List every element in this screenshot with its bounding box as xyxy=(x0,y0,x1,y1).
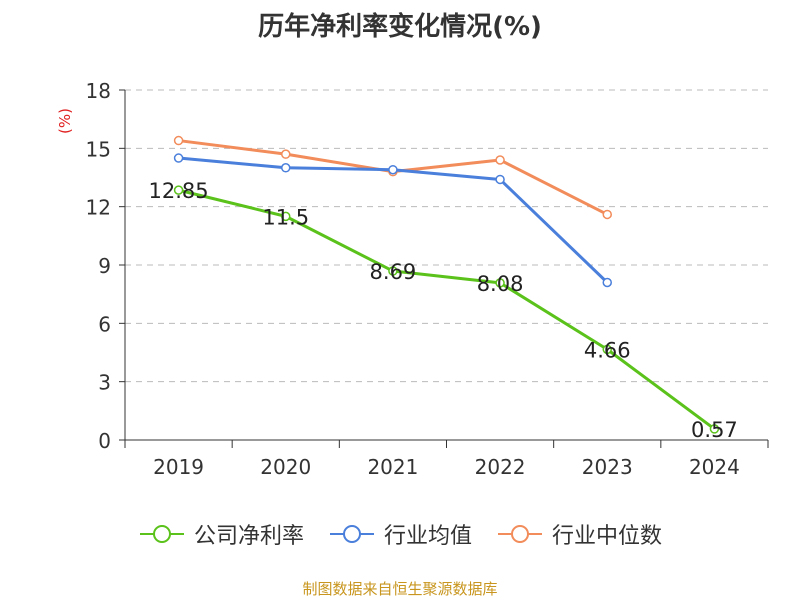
data-label: 4.66 xyxy=(584,338,631,362)
legend-marker-icon xyxy=(498,525,542,543)
data-point xyxy=(602,277,612,288)
data-label: 11.5 xyxy=(262,205,309,229)
data-label: 8.69 xyxy=(370,260,417,284)
y-tick-label: 6 xyxy=(98,312,111,336)
x-tick-label: 2022 xyxy=(475,455,526,479)
data-point xyxy=(602,209,612,220)
data-point xyxy=(173,153,184,163)
x-tick-label: 2019 xyxy=(153,455,204,479)
legend: 公司净利率 行业均值 行业中位数 xyxy=(0,518,800,550)
data-label: 12.85 xyxy=(149,179,209,203)
data-point xyxy=(495,174,505,185)
y-tick-label: 9 xyxy=(98,254,111,278)
y-tick-label: 15 xyxy=(86,137,111,161)
legend-item[interactable]: 行业均值 xyxy=(328,518,472,550)
y-tick-label: 12 xyxy=(86,196,111,220)
data-point xyxy=(602,344,612,355)
series-line xyxy=(178,188,716,431)
data-point xyxy=(388,164,398,175)
data-point xyxy=(495,155,505,165)
data-point xyxy=(281,211,291,222)
data-point xyxy=(281,163,291,173)
legend-marker-icon xyxy=(139,525,184,543)
x-tick-label: 2024 xyxy=(689,455,740,479)
y-tick-label: 18 xyxy=(86,79,111,103)
data-point xyxy=(173,185,184,195)
legend-label: 行业中位数 xyxy=(552,524,663,549)
y-tick-label: 0 xyxy=(98,429,111,453)
data-label: 8.08 xyxy=(477,272,524,296)
data-point xyxy=(281,149,291,159)
data-point xyxy=(173,135,184,146)
data-point xyxy=(709,424,720,434)
legend-label: 行业均值 xyxy=(383,524,472,549)
legend-item[interactable]: 行业中位数 xyxy=(496,518,662,550)
x-tick-label: 2021 xyxy=(367,455,418,479)
x-tick-label: 2023 xyxy=(582,455,633,479)
chart-title: 历年净利率变化情况(%) xyxy=(258,12,542,42)
legend-label: 公司净利率 xyxy=(193,524,304,549)
data-point xyxy=(495,278,505,288)
x-tick-label: 2020 xyxy=(260,455,311,479)
y-tick-label: 3 xyxy=(98,371,111,395)
legend-marker-icon xyxy=(329,525,374,543)
data-point xyxy=(388,266,398,276)
data-label: 0.57 xyxy=(691,418,738,442)
legend-item[interactable]: 公司净利率 xyxy=(138,518,304,550)
source-note: 制图数据来自恒生聚源数据库 xyxy=(302,580,498,598)
series-line xyxy=(178,139,608,216)
